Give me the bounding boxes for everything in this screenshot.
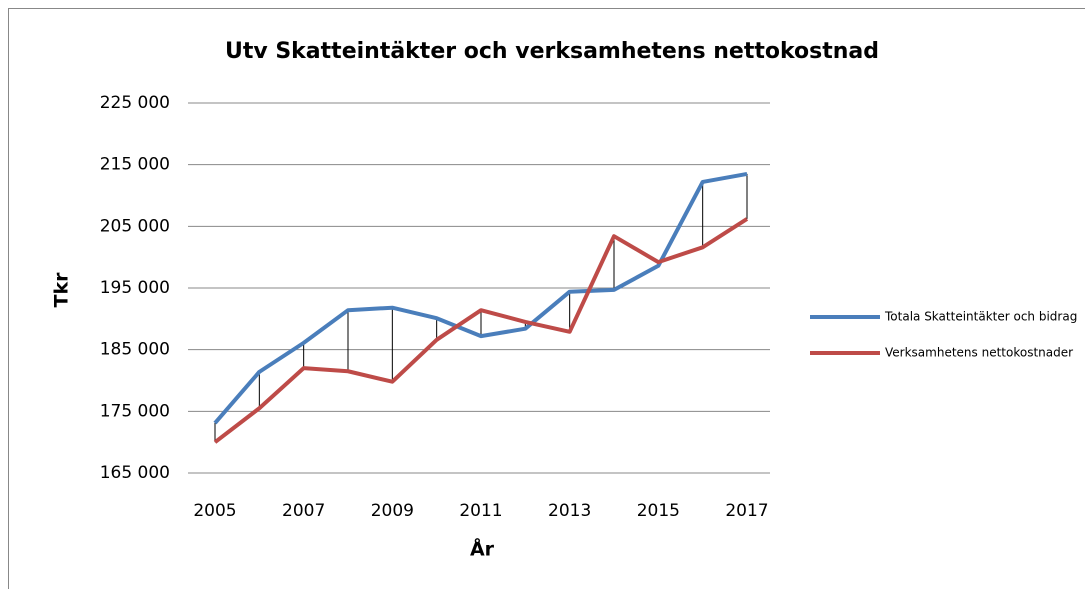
y-tick-label: 215 000 (100, 155, 170, 175)
y-tick-label: 165 000 (100, 463, 170, 483)
y-axis-title: Tkr (51, 272, 73, 308)
series-line (213, 171, 748, 425)
y-tick-label: 185 000 (100, 340, 170, 360)
x-tick-label: 2005 (193, 501, 236, 521)
x-tick-label: 2009 (371, 501, 414, 521)
chart-border (8, 8, 1085, 589)
y-tick-label: 205 000 (100, 216, 170, 236)
series-line (213, 217, 749, 444)
y-tick-label: 195 000 (100, 278, 170, 298)
x-axis-title: År (470, 537, 495, 561)
legend-label: Verksamhetens nettokostnader (885, 346, 1073, 360)
y-tick-label: 175 000 (100, 401, 170, 421)
x-tick-label: 2011 (459, 501, 502, 521)
x-tick-label: 2013 (548, 501, 591, 521)
x-tick-label: 2015 (637, 501, 680, 521)
x-tick-label: 2017 (725, 501, 768, 521)
y-tick-label: 225 000 (100, 93, 170, 113)
chart-title: Utv Skatteintäkter och verksamhetens net… (225, 39, 879, 64)
legend-label: Totala Skatteintäkter och bidrag (884, 310, 1077, 324)
x-tick-label: 2007 (282, 501, 325, 521)
